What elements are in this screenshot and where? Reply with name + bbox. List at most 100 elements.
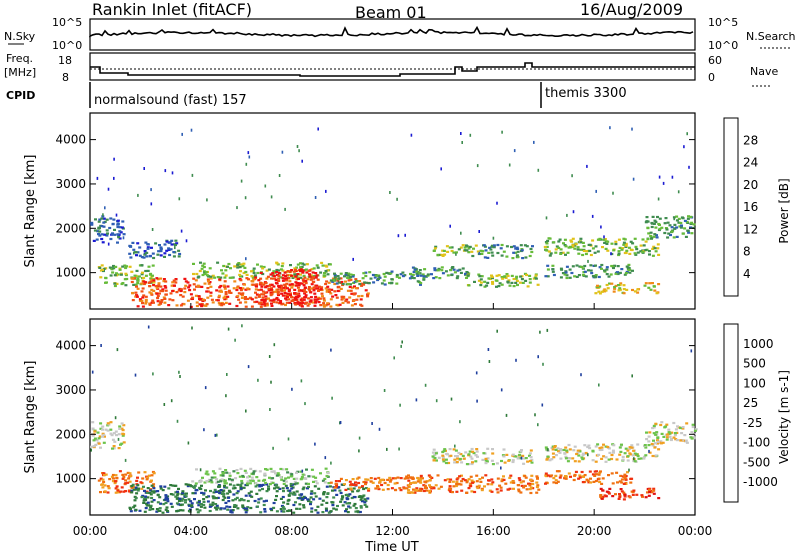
power-cell xyxy=(353,303,357,306)
velocity-cell xyxy=(159,487,163,490)
velocity-scatter-cell xyxy=(124,458,127,462)
velocity-cell xyxy=(140,487,144,490)
velocity-cell xyxy=(326,471,330,474)
velocity-cell xyxy=(121,434,125,437)
velocity-cell xyxy=(303,477,307,480)
power-cell xyxy=(238,301,242,304)
velocity-cell xyxy=(193,484,197,487)
velocity-cell xyxy=(624,482,628,485)
power-scatter-cell xyxy=(461,141,463,144)
power-cell xyxy=(131,291,135,295)
power-cell xyxy=(421,273,425,276)
power-cell xyxy=(325,289,329,292)
velocity-scatter-cell xyxy=(487,348,490,351)
power-cell xyxy=(436,269,440,272)
power-cell xyxy=(183,287,187,290)
velocity-cell xyxy=(399,477,403,480)
velocity-cell xyxy=(390,487,394,490)
power-scatter-cell xyxy=(449,224,451,228)
power-cell xyxy=(442,249,446,252)
power-cell xyxy=(271,291,275,294)
velocity-cell xyxy=(564,475,567,478)
power-cell xyxy=(350,292,354,295)
velocity-cell xyxy=(679,439,683,442)
velocity-cell xyxy=(216,480,220,483)
velocity-colorbar-tick: 100 xyxy=(743,376,766,390)
power-cell xyxy=(519,275,523,278)
power-cell xyxy=(294,284,298,287)
velocity-cell xyxy=(344,479,348,482)
power-cell xyxy=(590,272,594,275)
power-cell xyxy=(351,275,355,278)
power-cell xyxy=(321,264,325,267)
velocity-cell xyxy=(231,487,235,490)
velocity-cell xyxy=(479,480,483,483)
power-cell xyxy=(136,278,140,281)
power-scatter-cell xyxy=(609,126,611,130)
velocity-cell xyxy=(232,470,236,473)
power-cell xyxy=(277,286,281,289)
power-cell xyxy=(524,279,528,282)
power-cell xyxy=(675,235,679,238)
power-cell xyxy=(487,277,491,280)
power-cell xyxy=(220,304,224,307)
velocity-cell xyxy=(190,502,194,505)
velocity-cell xyxy=(331,504,335,507)
power-cell xyxy=(354,287,358,290)
velocity-cell xyxy=(292,503,296,507)
power-cell xyxy=(233,280,237,283)
power-cell xyxy=(422,278,426,281)
velocity-cell xyxy=(607,447,611,450)
velocity-cell xyxy=(552,481,556,484)
velocity-cell xyxy=(268,483,272,486)
velocity-cell xyxy=(221,474,225,477)
power-cell xyxy=(344,273,348,276)
velocity-cell xyxy=(259,497,263,500)
velocity-cell xyxy=(619,474,623,477)
power-cell xyxy=(274,290,278,293)
power-cell xyxy=(262,283,266,286)
power-cell xyxy=(614,284,618,287)
power-cell xyxy=(216,299,220,302)
power-cell xyxy=(340,298,344,301)
velocity-cell xyxy=(312,480,315,483)
velocity-cell xyxy=(680,439,684,442)
velocity-cell xyxy=(223,507,227,510)
power-cell xyxy=(106,232,109,235)
power-cell xyxy=(587,269,590,272)
power-cell xyxy=(482,244,486,247)
velocity-cell xyxy=(195,488,199,492)
velocity-cell xyxy=(239,483,243,487)
velocity-cell xyxy=(535,481,539,484)
power-cell xyxy=(603,241,607,244)
velocity-cell xyxy=(458,457,462,461)
velocity-cell xyxy=(690,437,694,440)
power-scatter-cell xyxy=(107,187,110,191)
velocity-cell xyxy=(519,481,523,484)
velocity-cell xyxy=(586,445,590,449)
velocity-cell xyxy=(181,509,185,512)
power-cell xyxy=(357,295,361,298)
velocity-cell xyxy=(114,480,117,483)
power-scatter-cell xyxy=(270,195,273,199)
velocity-cell xyxy=(471,450,475,453)
power-cell xyxy=(159,254,163,257)
velocity-cell xyxy=(597,473,601,476)
power-cell xyxy=(164,293,168,296)
power-cell xyxy=(314,276,318,279)
velocity-cell xyxy=(324,507,328,510)
velocity-cell xyxy=(444,458,448,461)
power-cell xyxy=(151,274,154,277)
power-cell xyxy=(554,251,558,254)
velocity-cell xyxy=(91,421,95,424)
power-cell xyxy=(252,271,256,275)
velocity-cell xyxy=(668,432,672,435)
power-cell xyxy=(159,247,163,250)
velocity-cell xyxy=(127,477,131,480)
power-cell xyxy=(253,274,257,277)
power-cell xyxy=(283,271,287,274)
velocity-cell xyxy=(528,454,531,457)
power-cell xyxy=(656,247,660,250)
velocity-cell xyxy=(347,505,351,508)
cpid-panel: CPID normalsound (fast) 157 themis 3300 xyxy=(6,82,627,108)
